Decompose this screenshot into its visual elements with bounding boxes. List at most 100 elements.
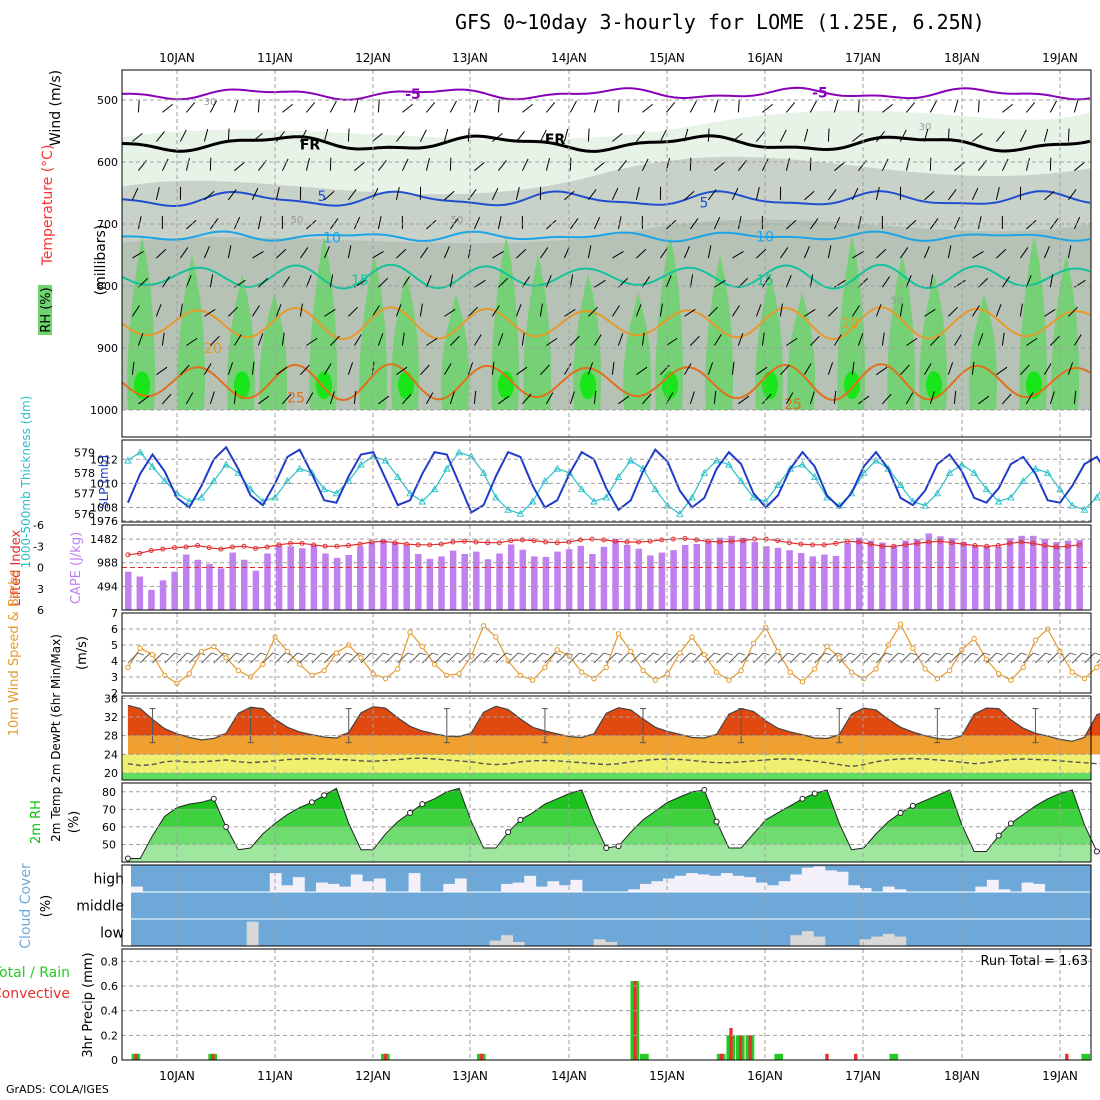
precip-tick: 0.4: [101, 1005, 119, 1018]
thickness-tick: 579: [74, 446, 95, 459]
wind10-barb-flag: [836, 652, 844, 656]
wind-barb: [132, 250, 144, 259]
wind-barb: [929, 391, 935, 404]
cape-bar: [867, 540, 875, 610]
precip-total-bar: [640, 1053, 649, 1060]
li-marker: [868, 541, 874, 547]
li-tick: -3: [33, 540, 44, 553]
wind-barb: [738, 395, 750, 405]
cloud-low-bar: [871, 936, 884, 946]
wind-barb: [899, 247, 909, 259]
li-marker: [577, 537, 583, 543]
wind-barb: [521, 332, 525, 346]
wind-barb: [809, 391, 815, 404]
ylabel-rh2m: 2m RH: [29, 800, 44, 844]
wind-barb: [372, 250, 384, 259]
wind-barb: [491, 361, 495, 375]
wind-barb: [593, 99, 599, 113]
wind-barb: [348, 306, 358, 317]
wind10-marker: [922, 666, 928, 672]
wind10-barb: [777, 652, 789, 664]
wind-barb: [569, 100, 577, 113]
wind10-barb-flag: [370, 652, 378, 656]
li-marker: [786, 540, 792, 546]
wind-barb: [497, 99, 500, 113]
wind10-marker: [554, 647, 560, 653]
li-marker: [183, 544, 189, 550]
cloud-high-bar: [558, 885, 571, 892]
thickness-marker: [945, 468, 954, 476]
wind-barb: [858, 395, 870, 405]
run-total: Run Total = 1.63: [980, 954, 1088, 969]
wind-barb: [977, 333, 984, 346]
wind-barb: [737, 333, 744, 346]
cape-bar: [345, 554, 352, 610]
wind-barb: [875, 131, 885, 142]
wind-barb: [323, 128, 329, 142]
wind10-marker: [873, 666, 879, 672]
wind10-barb: [385, 652, 396, 664]
rh2m-tick: 60: [102, 821, 116, 834]
wind10-marker: [603, 664, 609, 671]
thickness-marker: [443, 464, 451, 472]
li-marker: [682, 535, 688, 541]
wind-barb: [617, 216, 622, 230]
wind-barb: [786, 337, 798, 346]
wind-barb: [588, 306, 598, 317]
thickness-marker: [896, 481, 905, 489]
cloud-high-bar: [131, 886, 143, 892]
wind10-tick: 3: [111, 671, 118, 684]
wind-barb: [545, 274, 552, 288]
rh-plume: [1051, 255, 1080, 410]
wind-barb: [233, 99, 239, 113]
wind-barb: [1026, 219, 1037, 230]
thickness-marker: [320, 485, 328, 493]
cape-bar: [484, 559, 492, 610]
wind-barb: [929, 274, 934, 288]
wind10-barb: [544, 652, 556, 664]
li-marker: [229, 544, 235, 550]
wind-barb: [707, 245, 712, 259]
wind-barb: [977, 99, 980, 113]
wind-barb: [947, 245, 952, 259]
wind-barb: [930, 335, 940, 346]
cloud-high-bar: [755, 882, 768, 892]
wind10-barb: [434, 652, 445, 664]
cloud-high-bar: [408, 873, 421, 892]
wind10-marker: [321, 667, 327, 674]
wind-barb: [665, 102, 676, 113]
wind-barb: [546, 337, 558, 346]
wind10-barb: [691, 652, 703, 664]
wind-barb: [516, 248, 527, 259]
rh-plume: [227, 273, 256, 410]
wind-barb: [425, 274, 432, 288]
wind-barb: [131, 361, 135, 375]
wind-barb: [809, 218, 819, 230]
ylabel-cloud-units: (%): [39, 895, 54, 918]
wind-barb: [996, 248, 1007, 259]
wind-barb: [683, 245, 690, 259]
li-marker: [1042, 543, 1048, 549]
thickness-marker: [725, 460, 733, 468]
wind10-barb: [1035, 652, 1046, 664]
wind-barb: [881, 158, 889, 171]
wind-barb: [299, 247, 309, 259]
wind-barb: [323, 245, 330, 259]
thickness-marker: [651, 485, 660, 493]
wind10-marker: [640, 667, 646, 674]
rh-plume: [309, 236, 338, 410]
level-tick: 1000: [90, 404, 118, 417]
li-marker: [659, 537, 665, 543]
wind-barb: [329, 274, 334, 288]
date-label-top: 15JAN: [649, 51, 685, 65]
t2m-band-base: [122, 773, 1091, 780]
level-tick: 600: [97, 156, 118, 169]
wind-barb: [305, 274, 312, 288]
cape-tick: 988: [97, 557, 118, 570]
wind10-barb-flag: [272, 652, 279, 656]
wind-barb: [522, 393, 532, 405]
wind-barb: [977, 216, 982, 230]
wind-barb: [161, 276, 171, 288]
cloud-high-bar: [362, 881, 375, 892]
wind-barb: [419, 247, 429, 259]
